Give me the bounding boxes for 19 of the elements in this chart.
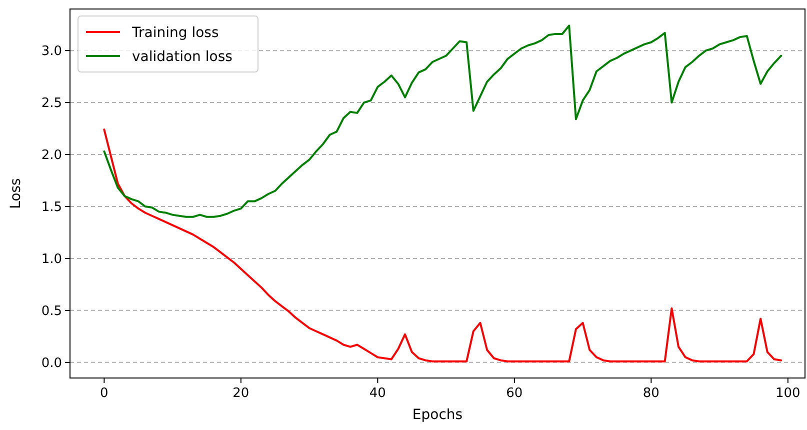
x-tick-label: 60	[506, 386, 523, 401]
x-axis-title: Epochs	[412, 407, 463, 423]
y-tick-label: 0.0	[41, 356, 62, 371]
y-tick-label: 3.0	[41, 44, 62, 60]
x-tick-label: 20	[232, 386, 250, 401]
y-tick-label: 1.0	[41, 252, 62, 268]
x-tick-label: 0	[100, 386, 108, 401]
y-tick-label: 2.5	[41, 96, 62, 112]
x-tick-label: 80	[642, 386, 660, 401]
x-tick-label: 40	[369, 386, 386, 401]
y-axis-title: Loss	[8, 178, 24, 209]
y-tick-label: 1.5	[41, 200, 62, 216]
line-series	[103, 128, 782, 362]
y-tick-label: 2.0	[41, 148, 62, 164]
line-series	[103, 24, 782, 218]
legend-label: Training loss	[131, 24, 219, 41]
y-tick-label: 0.5	[41, 304, 62, 319]
legend-label: validation loss	[132, 48, 232, 65]
x-tick-label: 100	[775, 386, 800, 401]
